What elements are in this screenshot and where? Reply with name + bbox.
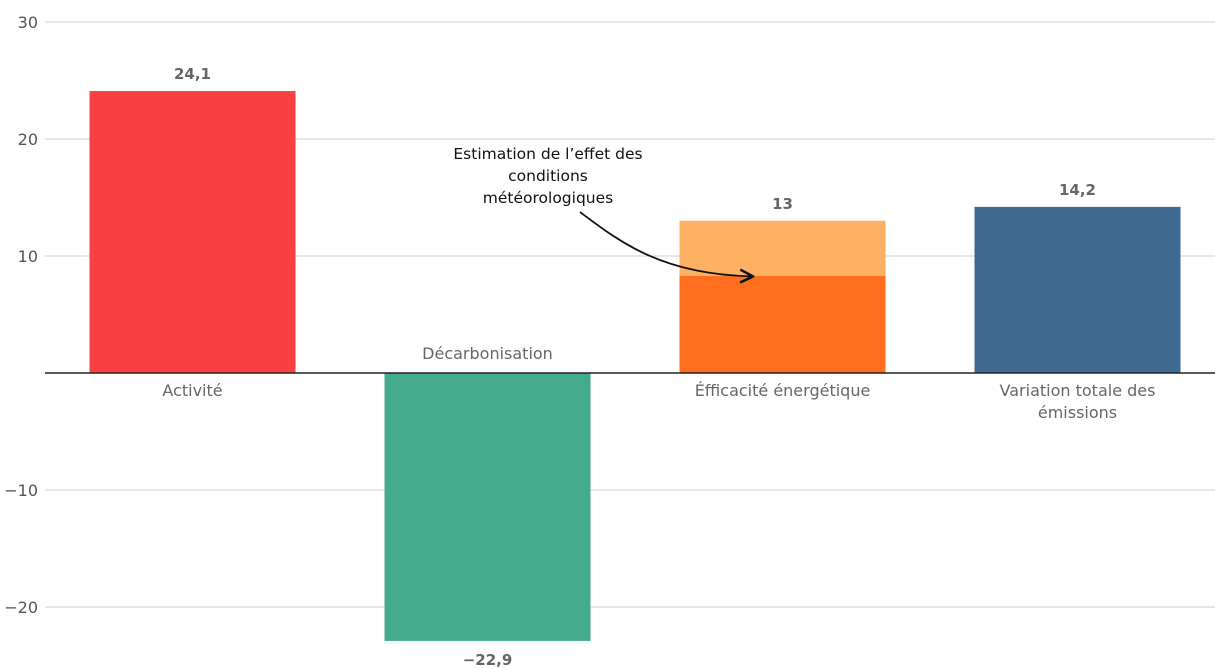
labels: 24,1 Activité −22,9 Décarbonisation 13 Éffica…	[162, 65, 1155, 669]
y-tick-label: −20	[4, 598, 38, 617]
data-label: −22,9	[463, 651, 513, 669]
data-label: 24,1	[174, 65, 211, 83]
bar-4	[974, 206, 1181, 373]
annotation-arrow	[579, 211, 752, 276]
annotation-text: conditions	[508, 167, 588, 185]
weather-effect-segment	[679, 220, 886, 276]
category-label: Décarbonisation	[422, 344, 553, 363]
category-label: émissions	[1038, 403, 1117, 422]
y-tick-label: 10	[18, 247, 38, 266]
bars	[89, 91, 1181, 641]
annotation-text: météorologiques	[483, 189, 613, 207]
y-tick-label: 20	[18, 130, 38, 149]
annotation-text: Estimation de l’effet des	[453, 145, 642, 163]
data-label: 13	[772, 195, 793, 213]
y-tick-label: −10	[4, 481, 38, 500]
category-label: Éfficacité énergétique	[695, 381, 871, 400]
y-tick-label: 30	[18, 13, 38, 32]
category-label: Activité	[162, 381, 222, 400]
bar-2	[384, 373, 591, 641]
data-label: 14,2	[1059, 181, 1096, 199]
bar-1	[89, 91, 296, 373]
annotation: Estimation de l’effet des conditions météo…	[453, 145, 751, 276]
category-label: Variation totale des	[1000, 381, 1156, 400]
